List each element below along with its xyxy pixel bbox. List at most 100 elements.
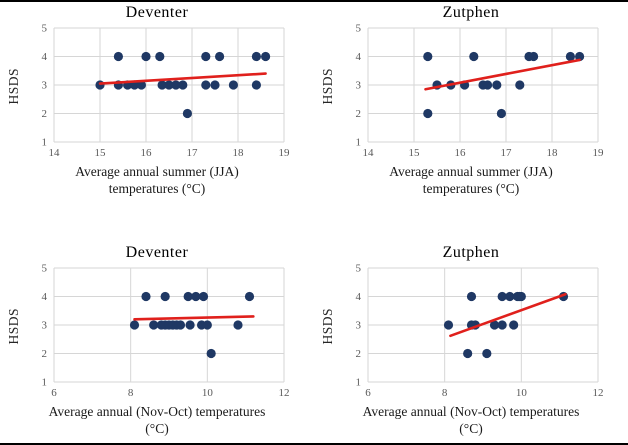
- x-tick-label: 10: [516, 387, 528, 399]
- chart-title: Deventer: [125, 244, 189, 261]
- x-tick-label: 12: [593, 387, 604, 399]
- data-point: [228, 80, 238, 90]
- data-point: [157, 80, 167, 90]
- chart-panel-deventer-annual: Deventer HSDS 1 2 3 4 5 6 8 10 12 Average annual…: [0, 222, 314, 443]
- x-axis-title-line1: Average annual (Nov-Oct) temperatures: [362, 404, 580, 419]
- data-point: [178, 80, 188, 90]
- x-tick-label: 17: [187, 147, 199, 159]
- chart-row: HSDS 1 2 3 4 5 6 8 10 12: [6, 263, 308, 403]
- y-tick-label: 2: [356, 108, 362, 120]
- x-axis-title-line2: temperatures (°C): [422, 180, 520, 196]
- x-tick-label: 16: [455, 147, 467, 159]
- x-axis-title-line2: temperatures (°C): [108, 180, 206, 196]
- chart-title: Zutphen: [442, 4, 500, 21]
- y-tick-label: 2: [356, 348, 362, 360]
- x-tick-label: 8: [442, 387, 448, 399]
- scatter-plot-deventer-summer: 1 2 3 4 5 14 15 16 17 18 19: [42, 23, 291, 159]
- data-point: [95, 80, 105, 90]
- data-point: [516, 291, 526, 302]
- data-point: [175, 320, 186, 330]
- data-point: [463, 348, 473, 359]
- x-tick-label: 14: [363, 147, 375, 159]
- x-axis-title-line1: Average annual summer (JJA): [389, 164, 553, 179]
- y-tick-label: 5: [42, 263, 48, 275]
- y-tick-label: 4: [356, 291, 362, 303]
- data-point: [423, 108, 433, 119]
- y-axis-title: HSDS: [6, 67, 21, 105]
- y-axis-title: HSDS: [320, 307, 335, 345]
- scatter-plot-zutphen-summer: 1 2 3 4 5 14 15 16 17 18 19: [356, 23, 605, 159]
- data-point: [509, 320, 519, 330]
- x-tick-label: 12: [279, 387, 290, 399]
- data-point: [113, 51, 123, 62]
- y-tick-label: 5: [356, 23, 362, 35]
- data-point: [182, 108, 192, 119]
- chart-panel-zutphen-annual: Zutphen HSDS 1 2 3 4 5 6 8 10 12 Average annual …: [314, 222, 628, 443]
- data-point: [155, 51, 165, 62]
- chart-panel-zutphen-summer: Zutphen HSDS 1 2 3 4 5 14 15 16 17 18 19 Average a…: [314, 2, 628, 222]
- chart-title: Zutphen: [442, 244, 500, 261]
- data-point: [141, 51, 151, 62]
- data-point: [191, 291, 201, 302]
- x-tick-label: 18: [233, 147, 245, 159]
- x-axis-title-line1: Average annual (Nov-Oct) temperatures: [48, 404, 266, 419]
- chart-panel-deventer-summer: Deventer HSDS 1 2 3 4 5 14 15 16 17 18 19 Average …: [0, 2, 314, 222]
- data-point: [466, 291, 477, 302]
- y-tick-label: 2: [42, 108, 48, 120]
- data-point: [497, 291, 507, 302]
- data-point: [496, 108, 506, 119]
- data-point: [251, 51, 261, 62]
- data-point: [185, 320, 195, 330]
- y-tick-label: 3: [356, 80, 362, 92]
- trendline: [424, 58, 581, 91]
- data-point: [492, 80, 502, 90]
- x-axis-title: Average annual summer (JJA) temperatures…: [389, 164, 553, 198]
- trendline: [133, 315, 255, 321]
- chart-title: Deventer: [125, 4, 189, 21]
- data-point: [233, 320, 243, 330]
- trendline: [449, 292, 567, 338]
- y-tick-label: 1: [356, 137, 362, 149]
- data-point: [469, 51, 479, 62]
- data-point: [198, 291, 209, 302]
- data-point: [210, 80, 220, 90]
- x-tick-label: 17: [501, 147, 513, 159]
- x-axis-title-line2: (°C): [145, 420, 169, 436]
- chart-row: HSDS 1 2 3 4 5 14 15 16 17 18 19: [6, 23, 308, 163]
- y-tick-label: 1: [42, 137, 48, 149]
- data-point: [529, 51, 539, 62]
- y-tick-label: 3: [42, 80, 48, 92]
- data-point: [482, 348, 492, 359]
- y-tick-label: 3: [42, 320, 48, 332]
- data-point: [201, 80, 211, 90]
- y-tick-label: 4: [42, 51, 48, 63]
- x-tick-label: 8: [128, 387, 134, 399]
- data-point: [443, 320, 454, 330]
- x-axis-title-line2: (°C): [459, 420, 483, 436]
- figure-border-bottom: [0, 443, 628, 445]
- x-tick-label: 6: [51, 387, 57, 399]
- x-tick-label: 14: [49, 147, 61, 159]
- x-axis-title: Average annual (Nov-Oct) temperatures (°…: [49, 404, 266, 438]
- x-tick-label: 15: [409, 147, 421, 159]
- x-tick-label: 10: [202, 387, 214, 399]
- data-point: [206, 348, 216, 359]
- figure-border-top: [0, 0, 628, 2]
- data-point: [244, 291, 255, 302]
- data-point: [575, 51, 585, 62]
- x-axis-title: Average annual summer (JJA) temperatures…: [75, 164, 239, 198]
- data-point: [489, 320, 500, 330]
- data-point: [483, 80, 493, 90]
- y-tick-label: 1: [356, 377, 362, 389]
- data-point: [160, 291, 170, 302]
- trendline: [98, 72, 267, 85]
- data-point: [251, 80, 261, 90]
- y-axis-title: HSDS: [6, 307, 21, 345]
- y-tick-label: 3: [356, 320, 362, 332]
- data-point: [141, 291, 151, 302]
- y-tick-label: 4: [356, 51, 362, 63]
- data-point: [261, 51, 271, 62]
- x-tick-label: 18: [547, 147, 559, 159]
